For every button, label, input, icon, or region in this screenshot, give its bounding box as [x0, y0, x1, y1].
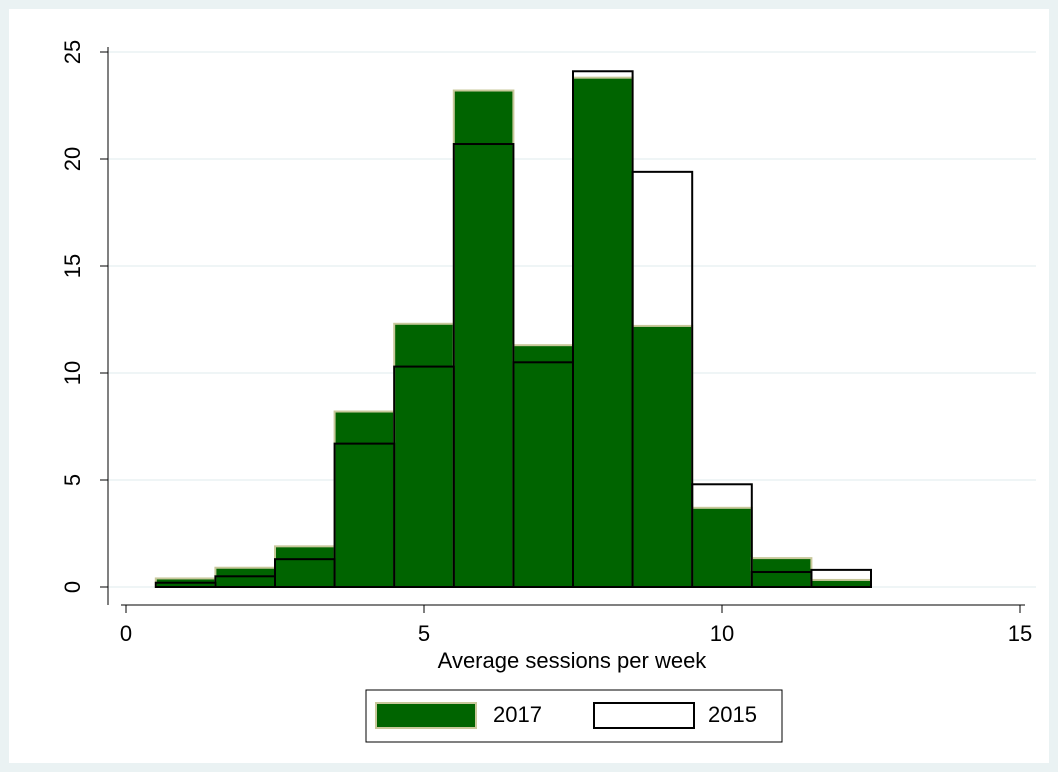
x-tick-label: 15	[1008, 621, 1032, 646]
histogram-bar	[631, 324, 694, 588]
x-tick-label: 5	[418, 621, 430, 646]
y-tick-label: 20	[60, 147, 85, 171]
x-tick-label: 0	[120, 621, 132, 646]
histogram-bar	[214, 566, 276, 588]
histogram-bar	[631, 170, 694, 588]
y-tick-label: 10	[60, 361, 85, 385]
histogram-bar	[512, 344, 575, 588]
histogram-bar	[393, 322, 455, 588]
x-tick-label: 10	[710, 621, 734, 646]
y-tick-label: 0	[60, 581, 85, 593]
histogram-bar	[691, 483, 753, 588]
histogram-bar	[810, 568, 873, 589]
y-tick-label: 5	[60, 474, 85, 486]
legend-swatch	[375, 702, 477, 729]
histogram-bar	[452, 89, 515, 589]
histogram-bar	[333, 410, 396, 588]
histogram-bar	[691, 506, 753, 589]
legend-label: 2015	[708, 702, 757, 727]
histogram-bar	[572, 76, 634, 589]
histogram-bar	[810, 578, 873, 588]
legend-swatch	[593, 702, 695, 729]
y-tick-label: 25	[60, 40, 85, 64]
legend-label: 2017	[493, 702, 542, 727]
y-tick-label: 15	[60, 254, 85, 278]
histogram-bar	[274, 545, 336, 589]
x-axis-label: Average sessions per week	[438, 648, 708, 673]
